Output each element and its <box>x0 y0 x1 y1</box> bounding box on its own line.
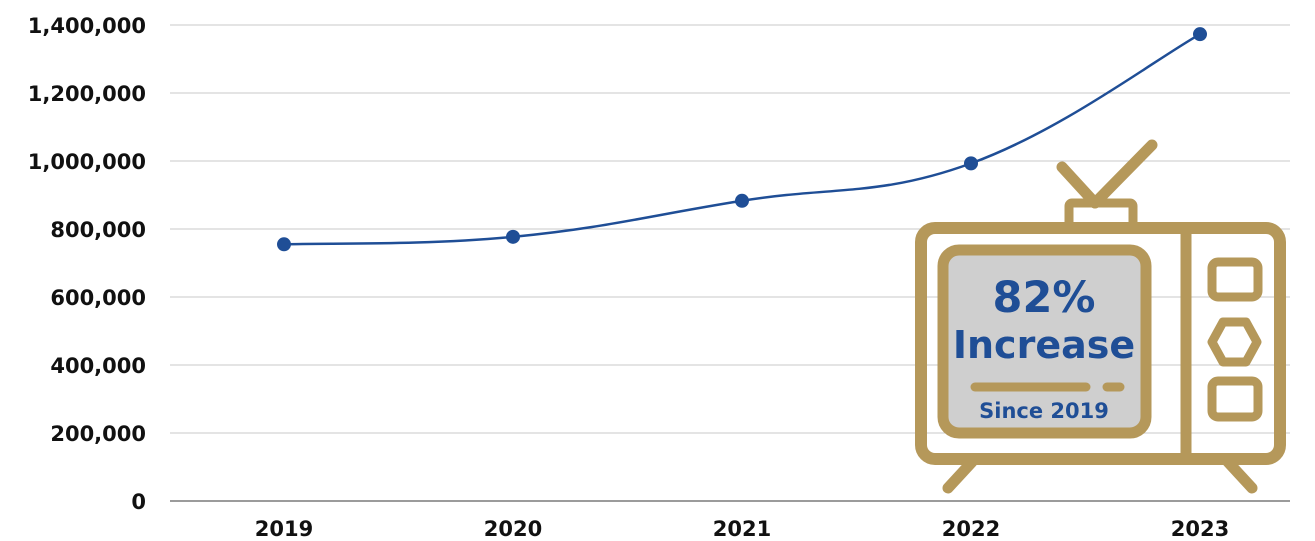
tv-icon <box>915 139 1286 494</box>
x-tick-label: 2020 <box>484 517 542 541</box>
y-tick-label: 200,000 <box>50 422 146 446</box>
tv-antenna-left <box>1056 161 1101 209</box>
tv-leg-right <box>1222 456 1258 494</box>
callout-headline: 82% <box>993 273 1096 323</box>
x-tick-label: 2019 <box>255 517 313 541</box>
y-tick-label: 1,400,000 <box>28 14 146 38</box>
y-tick-label: 400,000 <box>50 354 146 378</box>
x-axis-tick-labels: 2019 2020 2021 2022 2023 <box>255 517 1229 541</box>
y-tick-label: 0 <box>131 490 146 514</box>
x-tick-label: 2022 <box>942 517 1000 541</box>
series-group <box>277 27 1207 252</box>
data-point <box>735 193 749 208</box>
gridlines <box>170 24 1290 502</box>
y-tick-label: 1,000,000 <box>28 150 146 174</box>
tv-leg-left <box>942 456 978 494</box>
y-tick-label: 1,200,000 <box>28 82 146 106</box>
y-axis-tick-labels: 0 200,000 400,000 600,000 800,000 1,000,000 1,… <box>28 14 146 514</box>
data-point <box>277 237 291 252</box>
series-line <box>283 33 1201 246</box>
y-tick-label: 600,000 <box>50 286 146 310</box>
data-point <box>1193 27 1207 42</box>
callout-caption: Since 2019 <box>979 399 1109 423</box>
tv-body <box>915 222 1286 465</box>
x-tick-label: 2021 <box>713 517 771 541</box>
callout-subheadline: Increase <box>953 323 1135 367</box>
data-point <box>964 156 978 171</box>
tv-antenna-right <box>1089 139 1158 209</box>
x-tick-label: 2023 <box>1171 517 1229 541</box>
tv-knob-bottom <box>1207 376 1263 422</box>
tv-knob-top <box>1207 257 1263 302</box>
y-tick-label: 800,000 <box>50 218 146 242</box>
tv-knob-hex <box>1207 317 1262 367</box>
data-point <box>506 229 520 244</box>
